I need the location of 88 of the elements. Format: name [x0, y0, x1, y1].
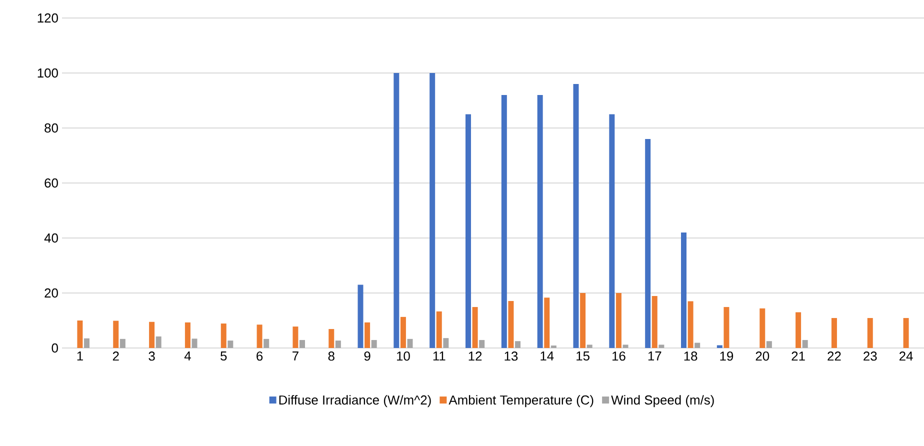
x-tick-label: 22 [828, 352, 841, 361]
bar [394, 72, 400, 348]
y-tick-label: 120 [38, 13, 58, 23]
bar [335, 340, 341, 348]
bar [443, 338, 449, 348]
x-tick-label: 21 [792, 352, 805, 361]
legend-label: Diffuse Irradiance (W/m^2) [279, 395, 431, 408]
x-tick-label: 17 [648, 352, 662, 360]
x-tick-label: 8 [328, 352, 334, 361]
x-tick-label: 3 [148, 352, 155, 361]
x-tick-label: 4 [184, 352, 191, 360]
x-tick-label: 12 [468, 352, 482, 361]
x-tick-label: 6 [256, 352, 263, 361]
bar [586, 344, 592, 348]
bar [113, 320, 119, 348]
bar [573, 84, 579, 348]
bar [537, 94, 543, 348]
bar [184, 322, 190, 348]
bar [479, 340, 485, 348]
bar [436, 311, 442, 348]
y-tick-label: 40 [44, 233, 58, 243]
y-tick-label: 100 [38, 68, 58, 78]
x-tick-label: 15 [576, 352, 590, 361]
y-tick-label: 60 [44, 178, 58, 188]
x-tick-label: 2 [112, 352, 119, 361]
x-tick-label: 10 [396, 352, 410, 361]
bar [645, 138, 651, 348]
bar [465, 114, 471, 348]
bar [681, 232, 686, 348]
bar [156, 336, 162, 348]
bar [694, 342, 700, 348]
bar [407, 338, 413, 348]
bar [544, 298, 550, 348]
y-tick-label: 20 [44, 288, 58, 298]
legend-label: Ambient Temperature (C) [448, 395, 594, 408]
x-tick-label: 23 [864, 352, 877, 361]
bar [796, 312, 802, 348]
bar [652, 296, 658, 348]
bar [622, 344, 628, 348]
bar [371, 340, 377, 348]
bar [400, 316, 406, 348]
bar [292, 326, 298, 348]
y-tick-label: 0 [52, 343, 58, 353]
x-tick-label: 5 [220, 352, 227, 361]
bar [766, 341, 772, 348]
bar [903, 318, 909, 348]
bar [501, 94, 507, 348]
bar [580, 293, 586, 348]
x-tick-label: 14 [540, 352, 554, 360]
bar [149, 322, 155, 348]
bar [228, 340, 234, 348]
bar [192, 338, 198, 348]
bar [264, 338, 270, 348]
bar [300, 340, 306, 348]
bar [831, 318, 837, 348]
x-tick-label: 18 [684, 352, 698, 361]
bar [658, 344, 664, 348]
bar [688, 301, 694, 348]
bar [802, 340, 808, 348]
bar [358, 284, 364, 348]
bar [609, 114, 615, 348]
bar [430, 72, 436, 348]
x-tick-label: 7 [292, 352, 298, 360]
bar [760, 308, 766, 348]
x-tick-label: 20 [756, 352, 770, 361]
legend-label: Wind Speed (m/s) [611, 395, 714, 408]
bar [364, 322, 370, 348]
bar [77, 320, 83, 348]
bar [220, 324, 226, 348]
bar [716, 345, 722, 348]
bar [724, 307, 730, 348]
bar [515, 341, 521, 348]
bar [328, 329, 334, 348]
bar [472, 307, 478, 348]
x-tick-label: 19 [720, 352, 734, 361]
x-tick-label: 13 [504, 352, 518, 361]
x-tick-label: 11 [433, 352, 446, 360]
y-tick-label: 80 [44, 123, 58, 133]
x-tick-label: 16 [612, 352, 626, 361]
bar [508, 300, 514, 348]
bar [120, 338, 126, 348]
bar [256, 324, 262, 348]
x-tick-label: 1 [77, 352, 83, 360]
x-tick-label: 9 [364, 352, 370, 361]
bar [84, 338, 90, 348]
bar [616, 293, 622, 348]
bar [867, 318, 873, 348]
x-tick-label: 24 [900, 352, 913, 361]
